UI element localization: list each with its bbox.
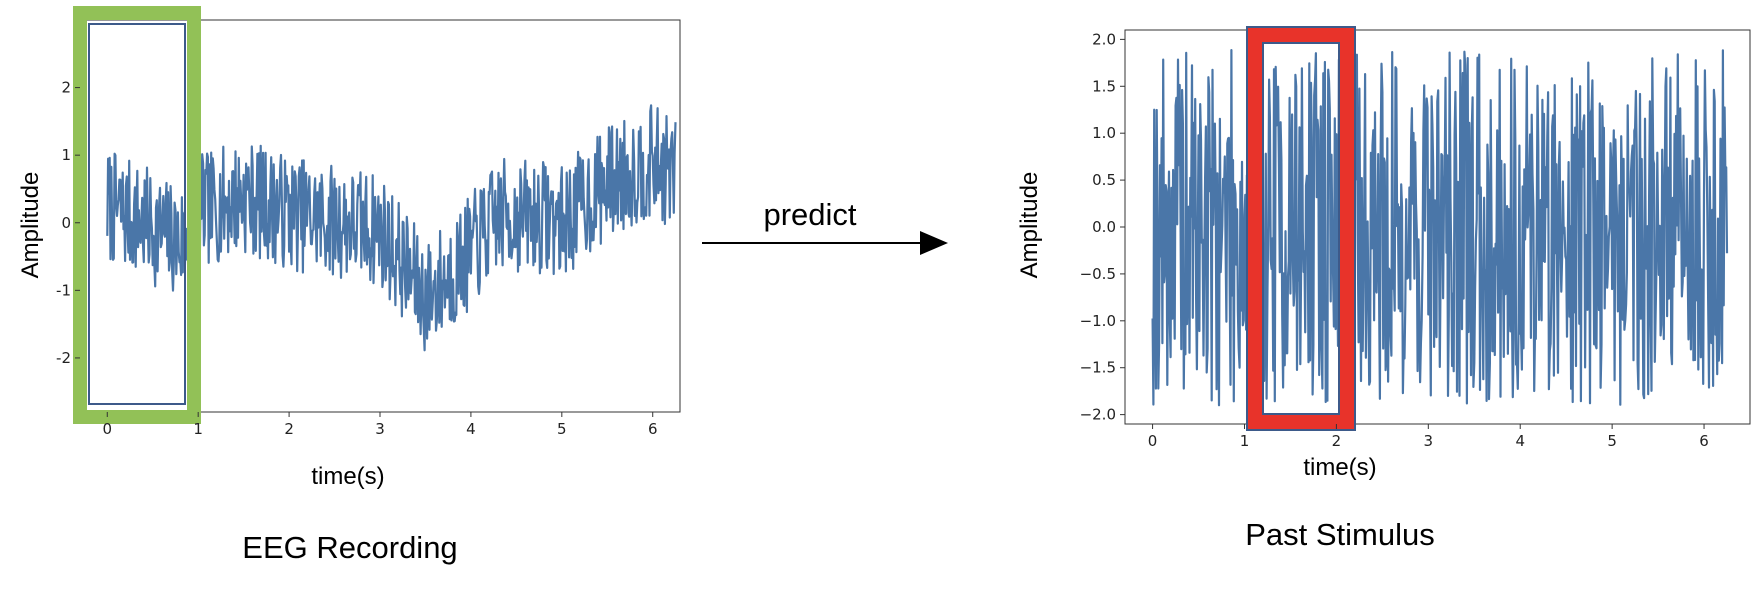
y-tick-label: 0.5 (1092, 171, 1116, 189)
y-tick-label: 1.0 (1092, 124, 1116, 142)
eeg-highlight-window-inner (88, 23, 186, 405)
y-tick-label: 1.5 (1092, 77, 1116, 95)
y-tick-label: 0.0 (1092, 218, 1116, 236)
y-tick-label: −2.0 (1080, 406, 1116, 424)
x-tick-label: 0 (1148, 432, 1158, 450)
y-tick-label: -2 (56, 349, 71, 367)
x-axis-label: time(s) (311, 463, 384, 490)
eeg-recording-chart: 0 1 2 3 4 5 6 -2 -1 0 1 2 time(s) Amplitude EEG Rec… (17, 6, 681, 565)
x-tick-label: 3 (1424, 432, 1434, 450)
y-tick-label: −1.0 (1080, 312, 1116, 330)
x-tick-label: 5 (557, 420, 567, 438)
predict-arrow: predict (702, 197, 948, 255)
y-tick-label: −1.5 (1080, 359, 1116, 377)
x-tick-label: 2 (1332, 432, 1342, 450)
y-axis-label: Amplitude (1016, 172, 1043, 279)
x-tick-label: 2 (284, 420, 294, 438)
x-tick-label: 1 (193, 420, 203, 438)
y-tick-label: 2 (61, 79, 71, 97)
x-tick-label: 6 (1699, 432, 1709, 450)
chart-caption: Past Stimulus (1245, 517, 1435, 552)
past-stimulus-chart: 0 1 2 3 4 5 6 2.0 1.5 1.0 0.5 0.0 −0.5 −1.0 −1.5 −2.0 t… (1016, 26, 1751, 552)
eeg-highlight-window (73, 6, 201, 424)
x-axis-label: time(s) (1303, 454, 1376, 481)
x-tick-label: 0 (102, 420, 112, 438)
x-tick-label: 4 (466, 420, 476, 438)
x-tick-label: 6 (648, 420, 658, 438)
stimulus-highlight-window-inner (1262, 42, 1340, 415)
y-tick-label: -1 (56, 281, 71, 299)
y-tick-label: 2.0 (1092, 30, 1116, 48)
y-tick-label: 1 (61, 146, 71, 164)
y-axis-label: Amplitude (17, 172, 44, 279)
x-tick-label: 4 (1515, 432, 1525, 450)
x-tick-label: 5 (1607, 432, 1617, 450)
arrow-label: predict (763, 197, 856, 232)
y-tick-label: 0 (61, 214, 71, 232)
stimulus-highlight-window-outer (1246, 26, 1356, 431)
signal-series-line (1151, 49, 1729, 407)
chart-caption: EEG Recording (242, 530, 457, 565)
y-tick-label: −0.5 (1080, 265, 1116, 283)
signal-series-line (106, 104, 677, 352)
stimulus-highlight-window (1248, 28, 1354, 429)
x-tick-label: 1 (1240, 432, 1250, 450)
x-tick-label: 3 (375, 420, 385, 438)
